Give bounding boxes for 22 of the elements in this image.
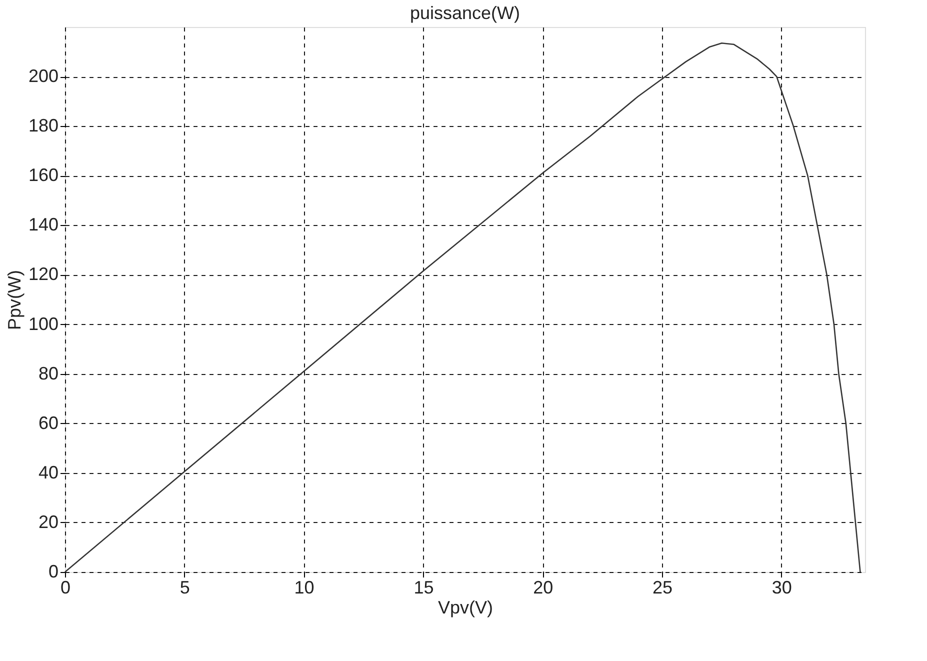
y-tick-label: 180 bbox=[28, 116, 58, 136]
x-tick-label: 0 bbox=[60, 578, 71, 598]
chart-title: puissance(W) bbox=[410, 3, 520, 23]
y-tick-label: 20 bbox=[38, 512, 58, 532]
y-tick-label: 0 bbox=[48, 562, 58, 582]
y-tick-label: 80 bbox=[38, 363, 58, 384]
y-tick-label: 160 bbox=[28, 165, 58, 186]
y-tick-label: 60 bbox=[38, 412, 58, 433]
x-tick-label: 25 bbox=[652, 578, 673, 598]
y-tick-label: 120 bbox=[28, 264, 58, 284]
x-tick-label: 20 bbox=[533, 578, 554, 598]
y-axis-title: Ppv(W) bbox=[4, 270, 24, 330]
x-tick-label: 30 bbox=[772, 578, 792, 598]
x-tick-label: 10 bbox=[294, 578, 314, 598]
x-tick-label: 15 bbox=[414, 578, 434, 598]
line-series bbox=[64, 42, 861, 573]
x-tick-label: 5 bbox=[180, 578, 190, 598]
y-tick-label: 100 bbox=[28, 314, 58, 334]
y-tick-label: 40 bbox=[38, 462, 58, 482]
x-axis-title: Vpv(V) bbox=[438, 598, 494, 618]
y-tick-label: 140 bbox=[28, 214, 58, 235]
y-tick-label: 200 bbox=[28, 66, 58, 86]
